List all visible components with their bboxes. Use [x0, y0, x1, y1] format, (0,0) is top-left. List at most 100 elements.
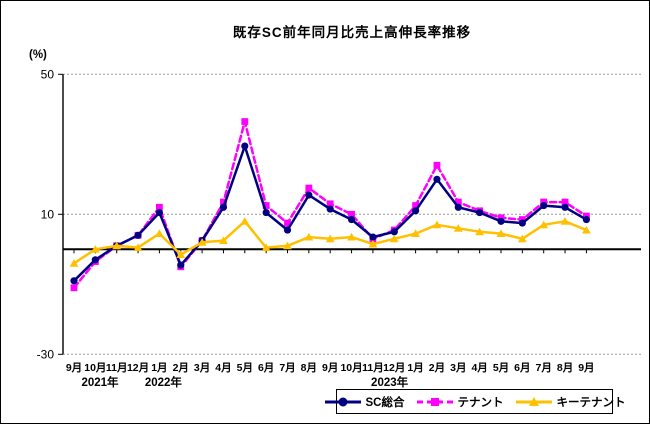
x-tick-label: 3月 [450, 362, 466, 374]
data-point-marker [497, 217, 505, 225]
data-point-marker [176, 250, 186, 258]
data-point-marker [325, 234, 335, 243]
data-point-marker [454, 203, 462, 211]
x-tick-label: 9月 [322, 362, 338, 374]
y-tick-label: 50 [41, 67, 55, 81]
data-point-marker [582, 225, 591, 234]
x-tick-label: 8月 [301, 362, 317, 374]
data-point-marker [561, 198, 569, 206]
x-tick-label: 3月 [194, 362, 210, 374]
x-tick-label: 5月 [493, 362, 509, 374]
data-point-marker [284, 219, 291, 227]
data-point-marker [305, 184, 313, 192]
data-point-marker [70, 284, 78, 292]
data-point-marker [70, 277, 78, 285]
x-tick-label: 7月 [536, 362, 552, 374]
x-tick-label: 5月 [237, 362, 253, 374]
data-point-marker [412, 202, 419, 209]
x-tick-label: 10月 [84, 362, 106, 374]
data-point-marker [240, 217, 250, 225]
data-point-marker [454, 198, 462, 206]
data-point-marker [496, 229, 506, 237]
x-tick-label: 11月 [362, 362, 384, 374]
data-point-marker [134, 231, 142, 239]
data-point-marker [155, 208, 163, 217]
y-tick-label: 10 [41, 207, 55, 221]
x-tick-label: 8月 [557, 362, 573, 374]
data-point-marker [220, 198, 227, 206]
x-tick-label: 2月 [429, 362, 445, 374]
data-point-marker [518, 219, 526, 227]
data-point-marker [112, 241, 122, 250]
x-tick-label: 6月 [258, 362, 274, 374]
data-point-marker [219, 203, 228, 211]
legend-item-key-tenant: キーテナント [515, 394, 626, 410]
data-point-marker [262, 202, 270, 209]
legend-label-tenant: テナント [457, 396, 504, 409]
data-point-marker [241, 142, 249, 150]
y-axis-unit-label: (%) [29, 49, 47, 61]
data-point-marker [155, 229, 164, 237]
year-label: 2022年 [145, 375, 183, 389]
x-tick-label: 12月 [383, 362, 405, 374]
data-point-marker [433, 175, 441, 183]
x-tick-label: 4月 [471, 362, 487, 374]
data-point-marker [305, 191, 313, 199]
data-point-marker [197, 238, 207, 246]
data-point-marker [261, 243, 271, 251]
x-tick-label: 4月 [215, 362, 231, 374]
data-point-marker [304, 232, 314, 241]
data-point-marker [412, 207, 420, 215]
data-point-marker [561, 203, 569, 211]
data-point-marker [411, 229, 420, 237]
data-point-marker [453, 224, 463, 232]
data-point-marker [389, 234, 399, 243]
data-point-marker [347, 215, 356, 224]
legend-label-sc-total: SC総合 [365, 396, 405, 409]
data-point-marker [475, 227, 485, 236]
data-point-marker [582, 215, 591, 224]
x-tick-label: 6月 [514, 362, 530, 374]
data-point-marker [69, 259, 79, 267]
legend: SC総合 テナント キーテナント [324, 389, 626, 414]
data-point-marker [517, 234, 527, 243]
data-point-marker [369, 233, 377, 241]
data-point-marker [348, 210, 355, 218]
data-point-marker [177, 261, 185, 269]
data-point-marker [91, 256, 99, 264]
data-point-marker [539, 220, 549, 229]
x-tick-label: 9月 [66, 362, 82, 374]
x-tick-label: 1月 [151, 362, 167, 374]
data-point-marker [133, 243, 143, 251]
x-tick-label: 1月 [407, 362, 423, 374]
data-point-marker [368, 239, 378, 248]
data-point-marker [560, 217, 570, 225]
year-label: 2023年 [371, 375, 409, 389]
legend-item-tenant: テナント [416, 394, 504, 410]
legend-label-key-tenant: キーテナント [556, 396, 626, 409]
x-tick-label: 7月 [279, 362, 295, 374]
x-tick-label: 9月 [578, 362, 594, 374]
legend-item-sc-total: SC総合 [324, 394, 405, 410]
series-line-0 [72, 144, 588, 283]
x-tick-label: 11月 [106, 362, 128, 374]
data-point-marker [476, 208, 484, 217]
data-point-marker [326, 205, 334, 213]
x-tick-label: 12月 [127, 362, 149, 374]
legend-dashed-line-square-icon [416, 397, 453, 406]
x-tick-label: 10月 [340, 362, 362, 374]
x-tick-label: 2月 [173, 362, 189, 374]
data-point-marker [241, 118, 249, 125]
data-point-marker [283, 241, 292, 250]
data-point-marker [540, 201, 548, 210]
data-point-marker [283, 226, 292, 234]
data-point-marker [433, 161, 441, 169]
series-line-2 [72, 220, 588, 265]
year-label: 2021年 [81, 375, 119, 389]
data-point-marker [326, 200, 334, 208]
data-point-marker [262, 208, 270, 217]
data-point-marker [90, 245, 100, 253]
data-point-marker [432, 220, 442, 229]
legend-solid-line-circle-icon [324, 397, 361, 406]
